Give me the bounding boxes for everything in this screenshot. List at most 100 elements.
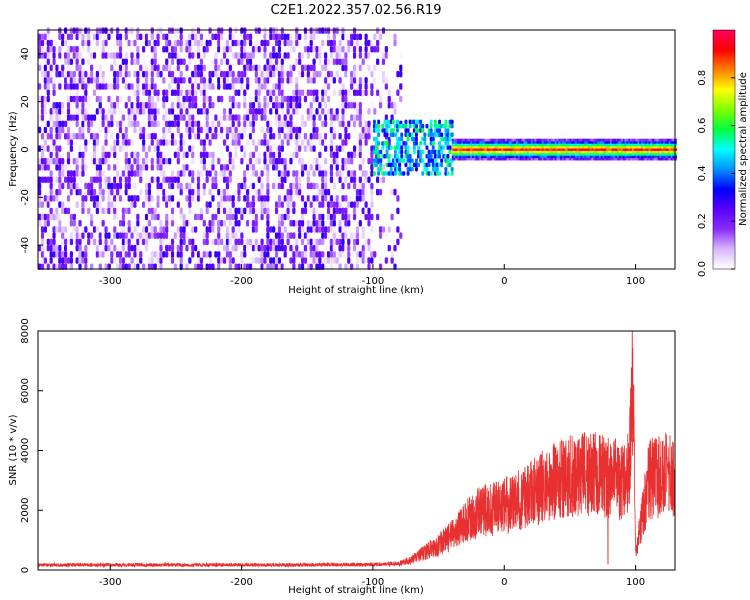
heatmap-cell [150, 176, 154, 184]
heatmap-cell [506, 155, 510, 159]
heatmap-cell [541, 155, 545, 159]
heatmap-cell [622, 148, 626, 151]
heatmap-cell [450, 171, 454, 176]
heatmap-cell [202, 201, 206, 208]
heatmap-cell [565, 145, 569, 149]
heatmap-cell [324, 195, 328, 202]
heatmap-cell [488, 141, 492, 144]
heatmap-cell [399, 52, 403, 59]
heatmap-cell [527, 155, 530, 159]
heatmap-cell [543, 145, 547, 149]
heatmap-cell [260, 77, 264, 84]
heatmap-cell [170, 52, 175, 59]
heatmap-cell [495, 157, 499, 161]
heatmap-cell [364, 188, 368, 196]
heatmap-cell [646, 155, 650, 159]
heatmap-cell [234, 145, 238, 152]
heatmap-cell [344, 101, 348, 109]
heatmap-cell [107, 244, 111, 252]
snr-x-ticks: -300 -200 -100 0 100 [99, 565, 645, 588]
heatmap-cell [283, 64, 287, 72]
heatmap-cell [185, 195, 189, 202]
heatmap-cell [521, 145, 525, 149]
heatmap-cell [277, 126, 282, 134]
heatmap-cell [344, 64, 348, 72]
heatmap-cell [615, 138, 619, 142]
heatmap-cell [646, 143, 650, 147]
heatmap-cell [641, 141, 644, 144]
heatmap-cell [571, 143, 575, 147]
heatmap-cell [101, 232, 105, 239]
heatmap-cell [324, 64, 328, 72]
heatmap-cell [133, 39, 137, 47]
heatmap-cell [501, 148, 505, 151]
heatmap-cell [214, 133, 218, 140]
heatmap-cell [355, 89, 360, 97]
heatmap-cell [670, 138, 674, 142]
heatmap-cell [295, 126, 299, 134]
heatmap-cell [52, 263, 56, 271]
heatmap-cell [124, 39, 128, 47]
heatmap-cell [352, 145, 357, 152]
heatmap-cell [168, 244, 172, 252]
heatmap-cell [481, 143, 484, 147]
heatmap-cell [121, 77, 125, 84]
heatmap-cell [510, 143, 514, 147]
heatmap-cell [211, 151, 215, 159]
heatmap-cell [453, 153, 457, 156]
heatmap-cell [81, 207, 85, 215]
heatmap-cell [457, 138, 461, 142]
heatmap-cell [488, 150, 492, 154]
heatmap-cell [208, 164, 212, 171]
heatmap-cell [274, 232, 279, 239]
heatmap-cell [49, 133, 53, 140]
heatmap-cell [429, 128, 433, 133]
heatmap-cell [75, 89, 79, 97]
heatmap-cell [300, 220, 305, 227]
heatmap-cell [347, 33, 351, 41]
heatmap-cell [324, 139, 328, 146]
heatmap-cell [488, 153, 492, 156]
heatmap-cell [231, 164, 235, 171]
heatmap-cell [295, 83, 299, 90]
heatmap-cell [52, 139, 56, 146]
heatmap-cell [503, 141, 507, 144]
x-tick-label: 0 [501, 577, 507, 588]
heatmap-cell [205, 263, 209, 271]
heatmap-cell [670, 157, 674, 161]
heatmap-cell [92, 188, 97, 196]
heatmap-cell [593, 155, 597, 159]
heatmap-cell [565, 150, 569, 154]
heatmap-cell [560, 157, 564, 161]
heatmap-cell [130, 108, 134, 115]
heatmap-cell [300, 52, 305, 59]
heatmap-cell [55, 145, 59, 152]
heatmap-cell [670, 143, 674, 147]
heatmap-cell [277, 120, 282, 128]
heatmap-cell [176, 114, 180, 121]
heatmap-cell [144, 238, 149, 246]
heatmap-cell [466, 155, 470, 159]
heatmap-cell [170, 77, 175, 84]
heatmap-cell [78, 151, 82, 159]
heatmap-cell [554, 150, 558, 154]
heatmap-cell [332, 39, 336, 47]
heatmap-cell [295, 244, 299, 252]
heatmap-cell [283, 126, 287, 134]
heatmap-cell [286, 176, 290, 184]
heatmap-cell [113, 83, 117, 90]
heatmap-cell [222, 108, 227, 115]
heatmap-cell [538, 155, 541, 159]
heatmap-cell [539, 150, 543, 154]
heatmap-cell [332, 89, 336, 97]
heatmap-cell [341, 251, 345, 258]
heatmap-cell [584, 155, 587, 159]
heatmap-cell [329, 77, 334, 84]
heatmap-cell [642, 143, 646, 147]
heatmap-cell [257, 157, 261, 165]
heatmap-cell [191, 39, 195, 47]
heatmap-cell [672, 153, 676, 156]
heatmap-cell [266, 77, 270, 84]
heatmap-cell [602, 138, 606, 142]
heatmap-cell [471, 148, 475, 151]
